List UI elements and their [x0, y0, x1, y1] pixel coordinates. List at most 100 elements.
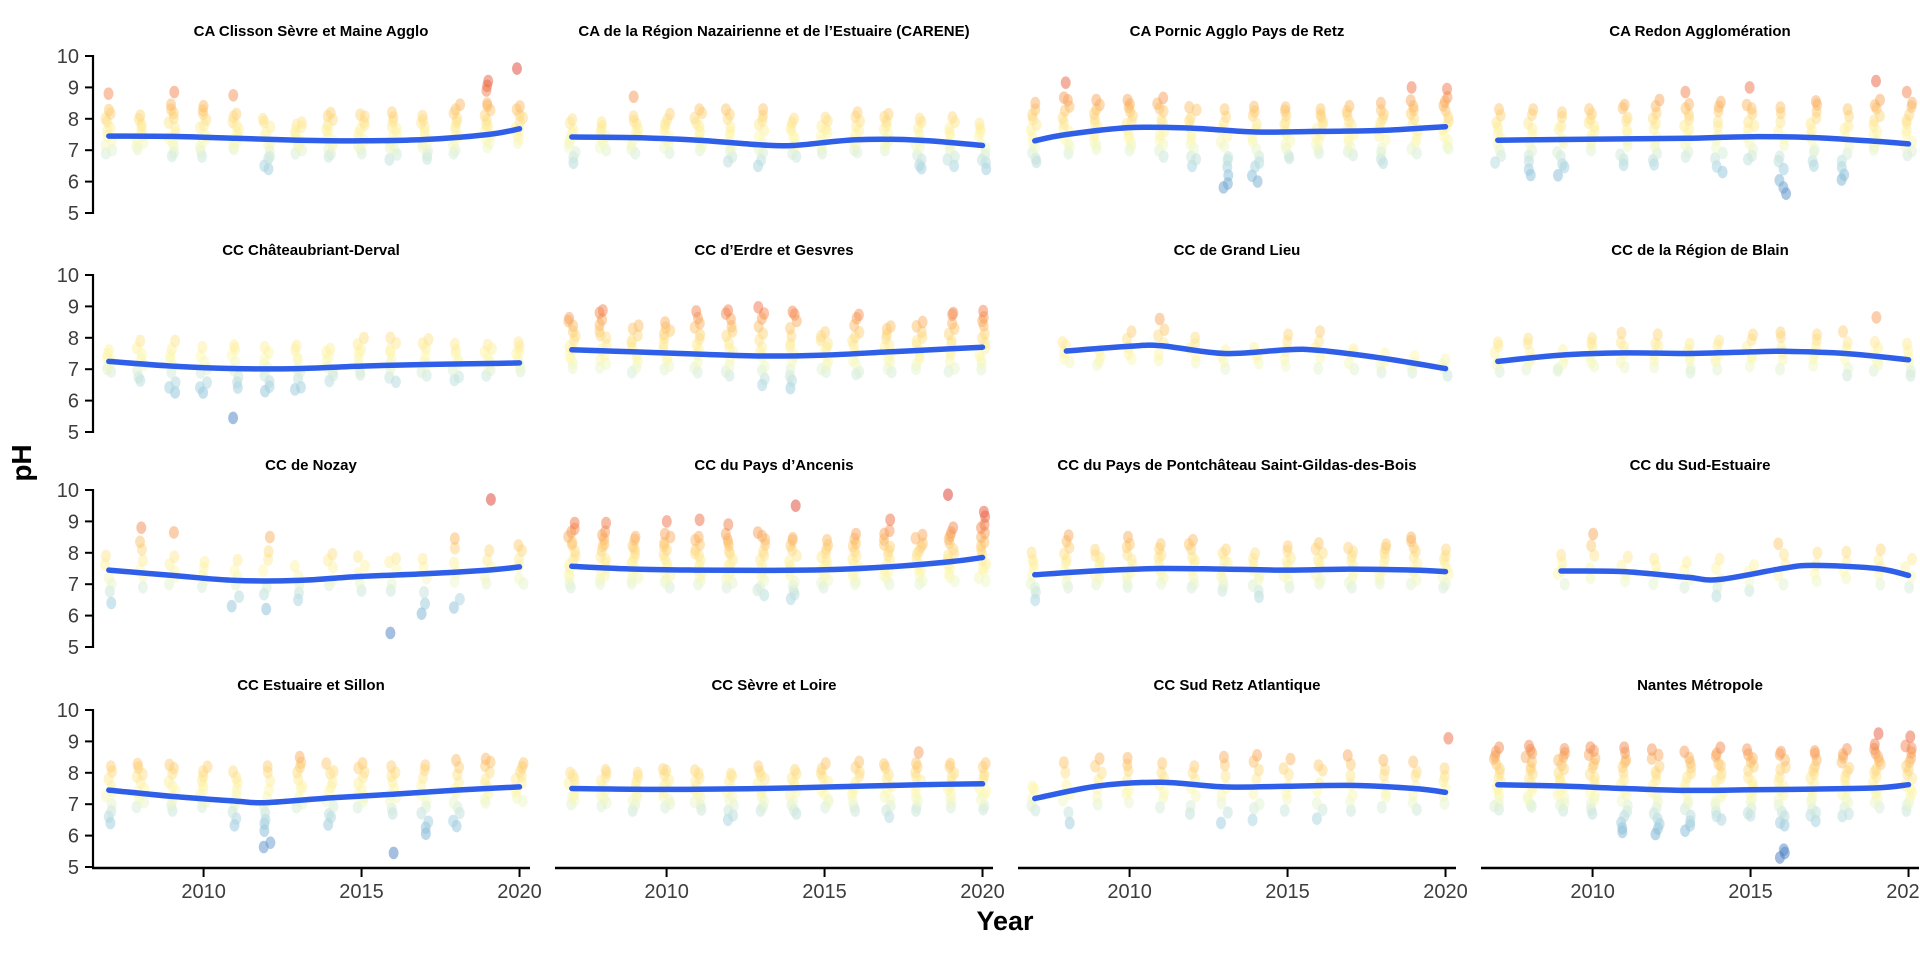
data-point	[883, 107, 894, 121]
data-point	[913, 746, 924, 759]
data-point	[480, 752, 491, 766]
data-point	[1027, 780, 1038, 794]
trend-line	[569, 554, 986, 574]
data-point	[1375, 96, 1386, 110]
data-point	[164, 758, 175, 772]
data-point	[753, 301, 764, 314]
data-point	[1381, 538, 1392, 551]
data-point	[448, 601, 459, 614]
data-point	[1905, 730, 1916, 743]
data-point	[1871, 311, 1882, 324]
y-tick-label: 8	[68, 543, 79, 565]
data-point	[103, 87, 114, 100]
data-point	[263, 545, 274, 558]
data-point	[259, 340, 270, 354]
x-tick-label: 2015	[1265, 881, 1310, 903]
data-point	[518, 757, 529, 770]
data-point	[228, 411, 239, 425]
data-point	[1220, 769, 1231, 783]
data-point	[1901, 85, 1912, 99]
data-point	[1807, 154, 1818, 168]
data-point	[358, 331, 369, 345]
data-point	[1184, 101, 1195, 114]
data-point	[1345, 769, 1356, 783]
data-point	[1715, 741, 1726, 754]
y-tick-label: 7	[68, 794, 79, 816]
data-point	[1875, 577, 1886, 591]
data-point	[449, 541, 460, 555]
data-point	[1155, 801, 1165, 814]
data-point	[1528, 103, 1539, 116]
data-point	[1742, 743, 1752, 756]
data-point	[1344, 99, 1355, 113]
data-point	[513, 539, 524, 552]
data-point	[1559, 577, 1570, 591]
data-point	[1190, 331, 1201, 345]
data-point	[202, 376, 212, 389]
data-point	[914, 112, 925, 126]
data-point	[1904, 581, 1915, 594]
data-point	[785, 322, 796, 335]
data-point	[385, 331, 396, 345]
data-point	[1060, 76, 1071, 89]
data-point	[1346, 804, 1356, 817]
trend-line	[569, 344, 986, 359]
data-point	[1619, 98, 1630, 112]
data-point	[1187, 533, 1198, 547]
trend-line	[106, 358, 523, 372]
data-point	[1315, 351, 1326, 364]
facet-title-ca-de-la-r-gion-nazairienne-et-de-l-estu: CA de la Région Nazairienne et de l’Estu…	[578, 23, 970, 40]
data-point	[1492, 336, 1503, 349]
data-point	[1057, 336, 1068, 349]
data-point	[1343, 541, 1354, 555]
data-point	[1844, 761, 1855, 775]
data-point	[514, 100, 525, 113]
data-point	[1443, 732, 1454, 745]
data-point	[1557, 106, 1567, 119]
data-point	[1775, 326, 1786, 339]
data-point	[1744, 81, 1755, 94]
trend-line	[106, 126, 523, 144]
facet-title-ca-pornic-agglo-pays-de-retz: CA Pornic Agglo Pays de Retz	[1129, 23, 1345, 40]
data-point	[879, 758, 889, 771]
data-point	[1216, 816, 1226, 830]
data-point	[419, 586, 429, 599]
data-point	[1409, 350, 1420, 363]
data-point	[448, 796, 459, 809]
data-point	[1648, 577, 1659, 591]
data-point	[600, 763, 611, 777]
data-point	[1710, 152, 1721, 165]
data-point	[169, 550, 180, 563]
data-point	[601, 516, 612, 530]
y-tick-label: 9	[68, 77, 79, 99]
data-point	[103, 103, 114, 117]
data-point	[1809, 745, 1820, 758]
data-point	[1313, 759, 1324, 772]
data-point	[693, 530, 704, 544]
data-point	[851, 527, 861, 541]
data-point	[1679, 745, 1690, 759]
data-point	[228, 89, 239, 102]
data-point	[1587, 332, 1598, 345]
data-point	[1646, 743, 1657, 756]
data-point	[784, 555, 795, 568]
data-point	[759, 360, 770, 373]
data-point	[416, 607, 427, 620]
trend-line	[1032, 779, 1449, 802]
y-tick-label: 10	[57, 265, 79, 287]
data-point	[454, 592, 465, 606]
data-point	[258, 564, 269, 577]
data-point	[1907, 96, 1918, 110]
data-point	[455, 98, 466, 111]
data-point	[354, 576, 365, 590]
data-point	[1159, 323, 1170, 337]
data-point	[885, 320, 896, 333]
data-point	[289, 560, 300, 573]
data-point	[265, 836, 276, 849]
facet-panel-cc-du-pays-d-ancenis	[563, 488, 992, 606]
facet-title-cc-de-grand-lieu: CC de Grand Lieu	[1173, 242, 1301, 259]
data-point	[513, 336, 524, 349]
data-point	[633, 319, 644, 332]
data-point	[790, 499, 801, 512]
data-point	[723, 518, 734, 531]
